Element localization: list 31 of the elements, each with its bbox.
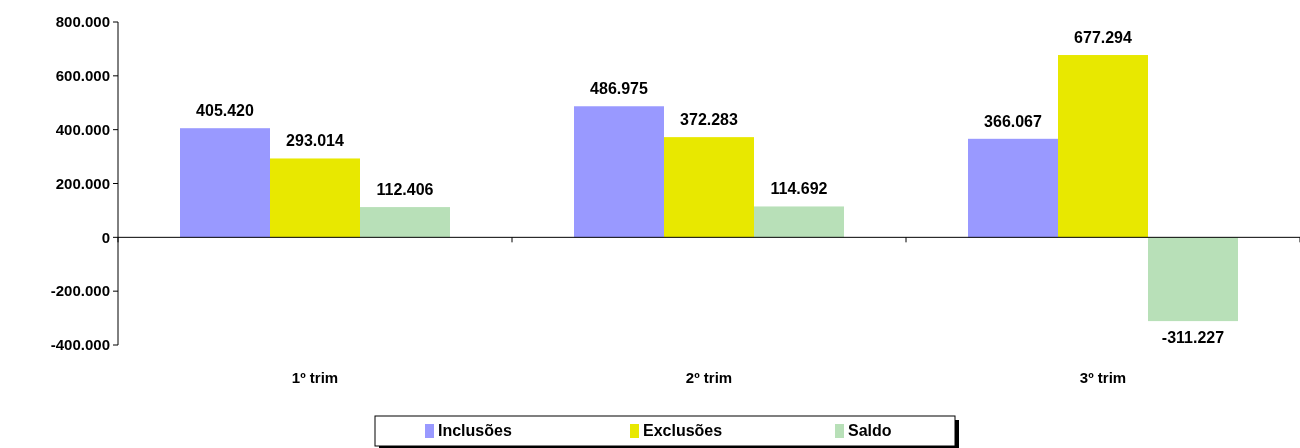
y-tick-label: 400.000 bbox=[55, 120, 110, 138]
bar bbox=[1148, 237, 1238, 322]
data-label: 486.975 bbox=[590, 80, 649, 98]
data-label: 293.014 bbox=[286, 132, 345, 150]
x-tick-label: 1º trim bbox=[291, 369, 339, 386]
data-label: -311.227 bbox=[1161, 329, 1225, 347]
y-tick-label: 0 bbox=[101, 228, 110, 246]
data-label: 405.420 bbox=[196, 102, 255, 120]
y-tick-label: 200.000 bbox=[55, 174, 110, 192]
bar bbox=[574, 106, 664, 238]
bar bbox=[360, 207, 450, 238]
y-tick-label: 800.000 bbox=[55, 13, 110, 31]
bar bbox=[1058, 55, 1148, 238]
data-label: 112.406 bbox=[376, 181, 434, 199]
data-label: 677.294 bbox=[1074, 29, 1133, 47]
legend-label: Inclusões bbox=[438, 422, 512, 439]
x-tick-label: 2º trim bbox=[685, 369, 733, 386]
data-label: 114.692 bbox=[770, 180, 828, 198]
data-label: 372.283 bbox=[680, 111, 739, 129]
bar bbox=[180, 128, 270, 238]
y-tick-label: -400.000 bbox=[50, 336, 110, 354]
legend-label: Saldo bbox=[848, 422, 892, 439]
bar bbox=[754, 206, 844, 238]
bar bbox=[270, 158, 360, 238]
bar bbox=[664, 137, 754, 238]
x-tick-label: 3º trim bbox=[1079, 369, 1127, 386]
y-tick-label: -200.000 bbox=[50, 282, 110, 300]
y-tick-label: 600.000 bbox=[55, 67, 110, 85]
bar bbox=[968, 138, 1058, 238]
legend-label: Exclusões bbox=[643, 422, 723, 439]
data-label: 366.067 bbox=[984, 112, 1043, 130]
